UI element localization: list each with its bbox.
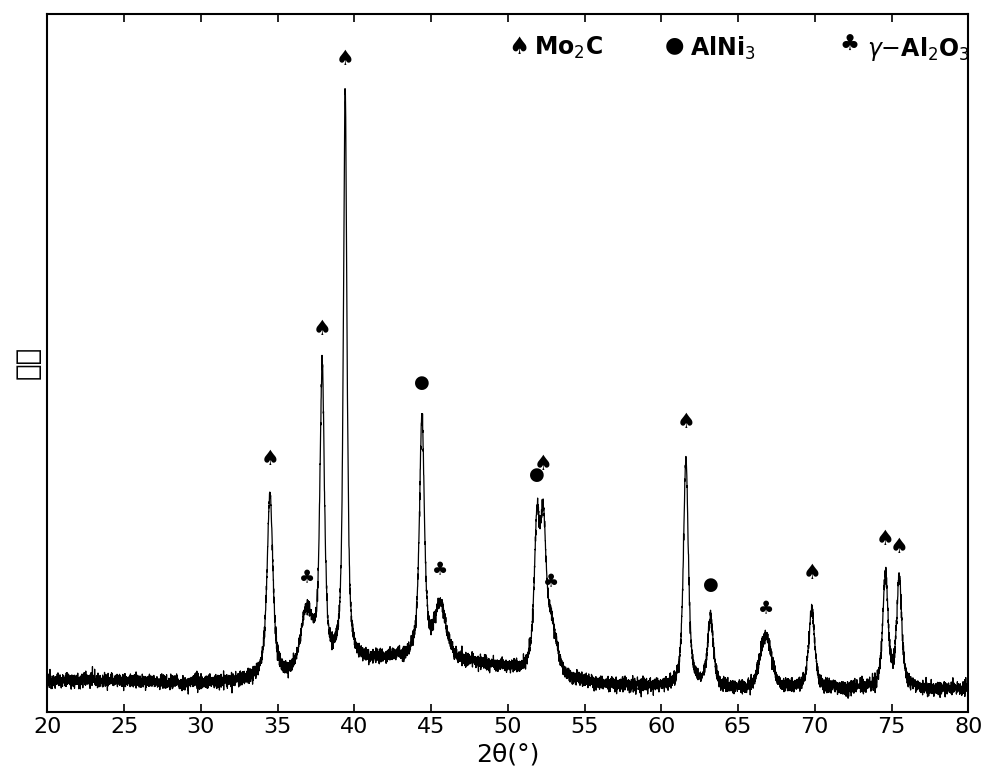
Text: ♣: ♣ [543, 573, 559, 591]
Text: ●: ● [529, 466, 545, 484]
Text: ●: ● [664, 35, 684, 55]
X-axis label: 2θ(°): 2θ(°) [476, 742, 540, 766]
Text: ♠: ♠ [876, 530, 895, 549]
Text: ♠: ♠ [677, 412, 695, 431]
Text: ♠: ♠ [336, 49, 355, 69]
Text: ●: ● [703, 576, 718, 594]
Text: ♠: ♠ [508, 35, 529, 58]
Text: ♠: ♠ [261, 448, 279, 469]
Text: ♠: ♠ [534, 454, 553, 474]
Text: AlNi$_3$: AlNi$_3$ [690, 35, 756, 62]
Text: Mo$_2$C: Mo$_2$C [534, 35, 603, 61]
Text: ♣: ♣ [299, 569, 315, 587]
Text: $\gamma$$-$Al$_2$O$_3$: $\gamma$$-$Al$_2$O$_3$ [867, 35, 970, 63]
Text: ♠: ♠ [890, 537, 909, 557]
Text: ♣: ♣ [758, 600, 774, 618]
Text: ♠: ♠ [802, 563, 821, 583]
Text: ♣: ♣ [839, 35, 859, 55]
Text: ♣: ♣ [432, 561, 448, 579]
Text: ●: ● [414, 374, 430, 392]
Text: ♠: ♠ [313, 319, 332, 339]
Y-axis label: 强度: 强度 [14, 346, 42, 379]
